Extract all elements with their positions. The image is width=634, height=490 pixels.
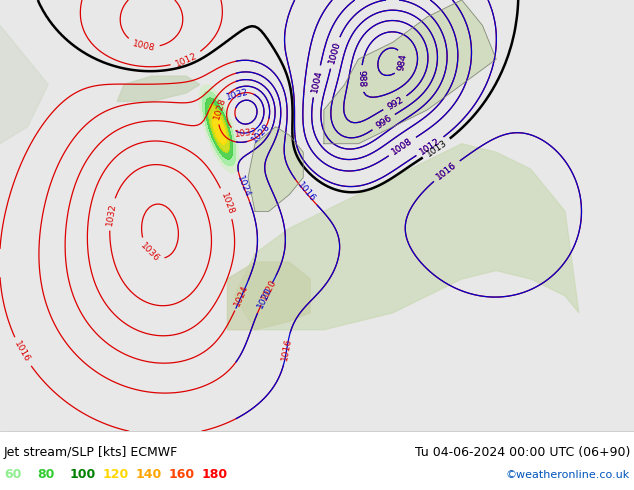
Text: 988: 988	[356, 70, 366, 87]
Text: 1028: 1028	[250, 122, 273, 145]
Text: Jet stream/SLP [kts] ECMWF: Jet stream/SLP [kts] ECMWF	[4, 446, 178, 460]
Text: 996: 996	[374, 113, 393, 131]
Text: 1032: 1032	[235, 127, 258, 139]
Text: 1008: 1008	[391, 136, 414, 157]
Text: 984: 984	[396, 53, 408, 72]
Text: 1004: 1004	[310, 69, 323, 94]
Text: 120: 120	[103, 468, 129, 481]
Text: 992: 992	[385, 95, 404, 111]
Text: 180: 180	[202, 468, 228, 481]
Text: 1012: 1012	[418, 136, 442, 157]
Text: 988: 988	[356, 70, 366, 87]
Text: 1000: 1000	[327, 41, 342, 65]
Text: 1028: 1028	[219, 191, 235, 216]
Text: 1000: 1000	[327, 41, 342, 65]
Text: 1012: 1012	[418, 136, 442, 157]
Polygon shape	[0, 25, 48, 144]
Text: 996: 996	[374, 113, 393, 131]
Polygon shape	[248, 127, 303, 211]
Polygon shape	[117, 76, 200, 101]
Text: 1016: 1016	[280, 337, 294, 361]
Text: 1020: 1020	[259, 278, 278, 302]
Text: 992: 992	[385, 95, 404, 111]
Polygon shape	[324, 0, 496, 144]
Text: 1020: 1020	[256, 286, 273, 310]
Text: 1004: 1004	[310, 69, 323, 94]
Text: 1008: 1008	[131, 39, 155, 53]
Text: 100: 100	[70, 468, 96, 481]
Text: 160: 160	[169, 468, 195, 481]
Text: 1008: 1008	[391, 136, 414, 157]
Text: 1032: 1032	[105, 202, 117, 226]
Text: 1028: 1028	[212, 96, 228, 121]
Text: 1032: 1032	[226, 88, 250, 102]
Text: 1016: 1016	[295, 181, 317, 204]
Text: 1024: 1024	[235, 175, 252, 199]
Text: 984: 984	[396, 53, 408, 72]
Text: 1036: 1036	[138, 241, 161, 264]
Polygon shape	[235, 144, 579, 330]
Polygon shape	[0, 0, 634, 431]
Text: 140: 140	[136, 468, 162, 481]
Text: 1012: 1012	[174, 51, 198, 69]
Text: 60: 60	[4, 468, 22, 481]
Text: 1024: 1024	[233, 283, 250, 308]
Text: 80: 80	[37, 468, 55, 481]
Text: 1013: 1013	[425, 138, 448, 159]
Text: 1016: 1016	[13, 340, 32, 364]
Text: Tu 04-06-2024 00:00 UTC (06+90): Tu 04-06-2024 00:00 UTC (06+90)	[415, 446, 630, 460]
Text: 1016: 1016	[435, 160, 458, 181]
Text: 1016: 1016	[435, 160, 458, 181]
Polygon shape	[228, 262, 310, 330]
Text: ©weatheronline.co.uk: ©weatheronline.co.uk	[506, 470, 630, 480]
